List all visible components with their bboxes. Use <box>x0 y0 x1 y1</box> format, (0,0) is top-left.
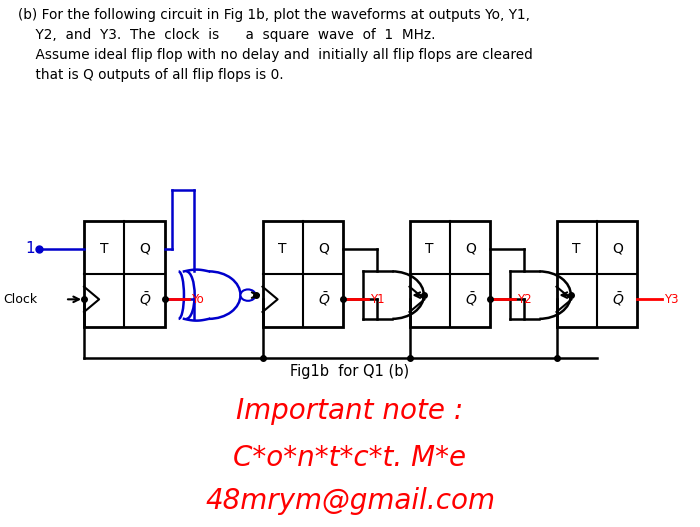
Text: $\bar{Q}$: $\bar{Q}$ <box>318 290 330 308</box>
Text: $\bar{Q}$: $\bar{Q}$ <box>465 290 477 308</box>
Bar <box>556 221 637 327</box>
Circle shape <box>240 289 256 301</box>
Text: (b) For the following circuit in Fig 1b, plot the waveforms at outputs Yo, Y1,
 : (b) For the following circuit in Fig 1b,… <box>18 8 532 82</box>
Text: Fig1b  for Q1 (b): Fig1b for Q1 (b) <box>290 364 410 379</box>
Text: Q: Q <box>612 242 623 256</box>
Text: 48mrym@gmail.com: 48mrym@gmail.com <box>205 486 495 515</box>
Text: Clock: Clock <box>4 293 38 306</box>
Text: Important note :: Important note : <box>237 397 463 425</box>
Text: Q: Q <box>318 242 329 256</box>
Text: Y1: Y1 <box>370 293 384 306</box>
Text: Y2: Y2 <box>517 293 531 306</box>
Text: T: T <box>573 242 581 256</box>
Text: $\bar{Q}$: $\bar{Q}$ <box>612 290 624 308</box>
Bar <box>84 221 164 327</box>
Bar <box>410 221 490 327</box>
Text: 1: 1 <box>25 241 35 256</box>
Text: T: T <box>426 242 434 256</box>
Text: C*o*n*t*c*t. M*e: C*o*n*t*c*t. M*e <box>233 444 467 473</box>
Text: T: T <box>279 242 287 256</box>
Text: Yo: Yo <box>191 293 204 306</box>
Text: $\bar{Q}$: $\bar{Q}$ <box>139 290 151 308</box>
Bar <box>262 221 343 327</box>
Text: Q: Q <box>466 242 476 256</box>
Text: Q: Q <box>140 242 150 256</box>
Text: Y3: Y3 <box>664 293 678 306</box>
Text: T: T <box>100 242 108 256</box>
